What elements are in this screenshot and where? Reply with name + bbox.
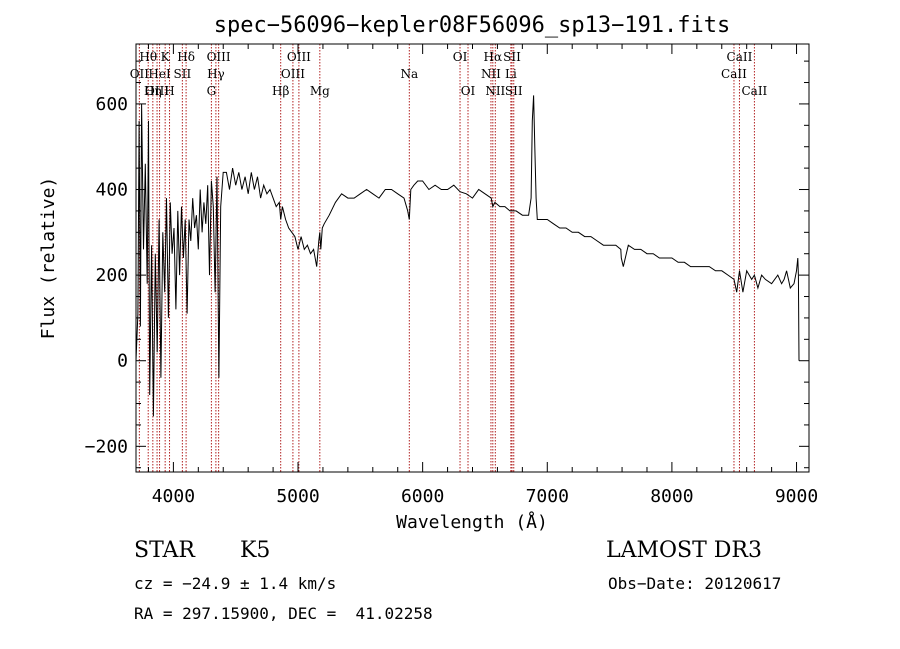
line-label-16: Na	[400, 67, 418, 81]
plot-frame	[135, 43, 810, 473]
line-label-3: K	[161, 50, 171, 64]
x-tick-label-0: 4000	[152, 486, 195, 507]
line-label-27: CaII	[741, 84, 767, 98]
x-tick-label-1: 5000	[276, 486, 319, 507]
y-tick-label-1: 0	[117, 351, 128, 372]
line-label-24: SII	[505, 84, 523, 98]
line-label-15: Mg	[310, 84, 330, 98]
y-tick-label-4: 600	[95, 94, 128, 115]
line-label-22: SII	[503, 50, 521, 64]
x-axis-ticks: 4000 5000 6000 7000 8000 9000	[147, 44, 818, 507]
object-class: STAR	[134, 538, 195, 563]
y-tick-label-2: 200	[95, 265, 128, 286]
line-label-4: HeI	[148, 67, 171, 81]
x-tick-label-3: 7000	[526, 486, 569, 507]
line-label-13: OIII	[287, 50, 311, 64]
line-label-14: OIII	[281, 67, 305, 81]
sky-coordinates: RA = 297.15900, DEC = 41.02258	[134, 604, 433, 623]
line-label-2: OIII	[145, 84, 169, 98]
line-label-23: Li	[505, 67, 517, 81]
x-axis-label: Wavelength (Å)	[396, 511, 548, 533]
line-label-5: Hη	[144, 84, 162, 98]
line-label-11: G	[207, 84, 217, 98]
survey-name: LAMOST DR3	[606, 538, 762, 563]
line-label-0: Hθ	[139, 50, 157, 64]
line-label-17: OI	[453, 50, 468, 64]
line-label-1: OII	[130, 67, 150, 81]
line-label-6: H	[164, 84, 174, 98]
line-label-26: CaII	[721, 67, 747, 81]
line-label-21: NII	[485, 84, 505, 98]
object-subclass: K5	[240, 538, 271, 563]
line-label-7: Hδ	[177, 50, 195, 64]
line-label-18: OI	[461, 84, 476, 98]
line-label-12: Hβ	[272, 84, 289, 98]
line-label-25: CaII	[727, 50, 753, 64]
line-label-10: Hγ	[207, 67, 225, 81]
y-tick-label-3: 400	[95, 180, 128, 201]
x-tick-label-4: 8000	[650, 486, 693, 507]
line-label-8: SII	[174, 67, 192, 81]
redshift-cz: cz = −24.9 ± 1.4 km/s	[134, 574, 337, 593]
line-label-20: NII	[481, 67, 501, 81]
observation-date: Obs−Date: 20120617	[608, 574, 782, 593]
line-label-9: OIII	[207, 50, 231, 64]
y-tick-label-0: −200	[85, 436, 128, 457]
chart-title: spec−56096−kepler08F56096_sp13−191.fits	[214, 13, 731, 38]
x-tick-label-5: 9000	[775, 486, 818, 507]
emission-line-labels: Hθ OII OIII K HeI Hη H Hδ SII OIII Hγ G Hβ OIII OIII Mg…	[130, 50, 768, 98]
y-axis-ticks: −200 0 200 400 600	[85, 60, 809, 469]
spectrum-chart: spec−56096−kepler08F56096_sp13−191.fits …	[38, 13, 818, 533]
y-axis-label: Flux (relative)	[38, 177, 59, 340]
spectrum-line	[135, 95, 800, 417]
x-tick-label-2: 6000	[401, 486, 444, 507]
line-label-19: Hα	[484, 50, 503, 64]
